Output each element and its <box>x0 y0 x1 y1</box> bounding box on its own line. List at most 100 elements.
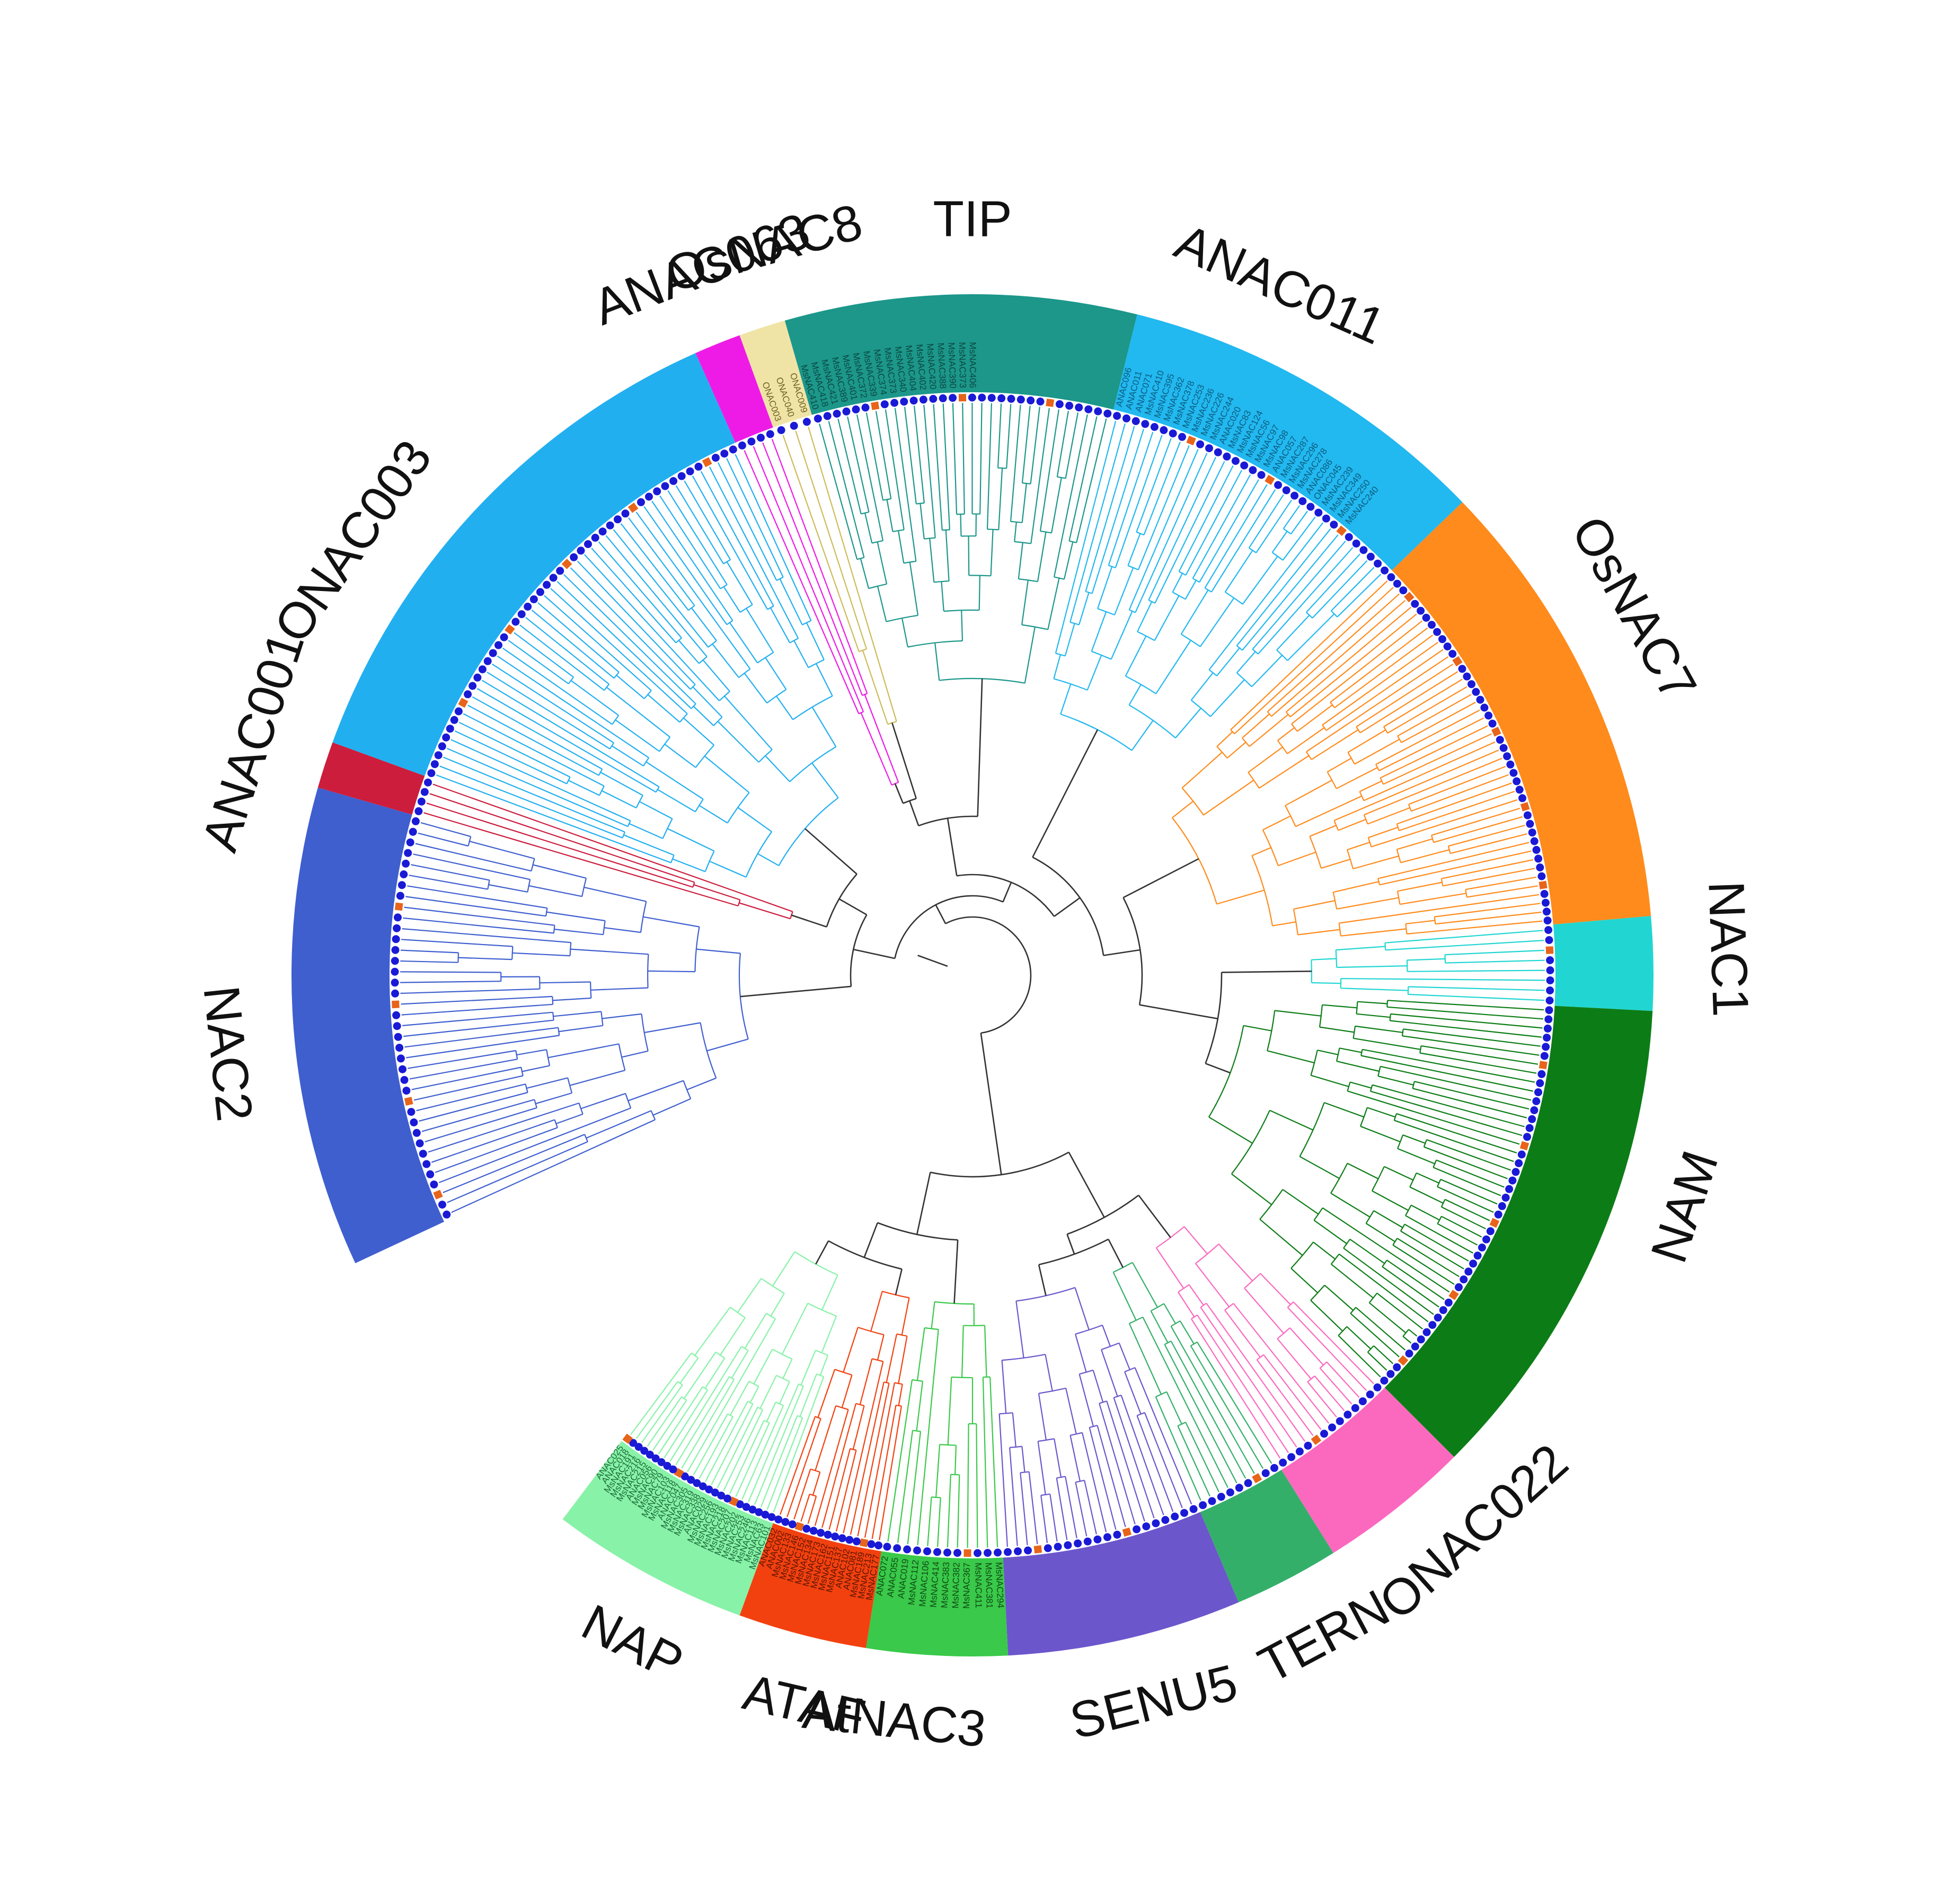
branch-radial <box>998 1414 1008 1547</box>
branch-radial <box>1056 1478 1068 1540</box>
branch-radial <box>643 916 700 928</box>
backbone-radial <box>916 1172 931 1235</box>
leaf-marker-dot <box>711 1488 719 1497</box>
leaf-marker-dot <box>396 1054 405 1063</box>
leaf-marker-dot <box>1199 1501 1207 1510</box>
clade-label-anac001: ANAC001 <box>191 625 315 858</box>
leaf-label: MsNAC294 <box>994 1562 1006 1608</box>
leaf-marker-dot <box>500 633 508 641</box>
leaf-marker-dot <box>1546 976 1554 984</box>
leaf-marker-dot <box>923 1547 931 1556</box>
branch-radial <box>984 1325 987 1377</box>
branch-radial <box>1372 1190 1409 1211</box>
branch-radial <box>400 981 501 983</box>
branch-radial <box>1256 1359 1314 1436</box>
branch-radial <box>1299 1156 1340 1179</box>
backbone-radial <box>977 678 983 817</box>
branch-radial <box>1360 1055 1533 1092</box>
branch-radial <box>1267 1050 1315 1064</box>
branch-arc <box>600 1011 604 1026</box>
branch-radial <box>540 981 591 984</box>
leaf-marker-dot <box>1004 1548 1012 1556</box>
leaf-marker-dot <box>1543 916 1552 925</box>
branch-radial <box>547 1043 619 1059</box>
branch-radial <box>1053 654 1061 679</box>
branch-radial <box>683 717 714 746</box>
branch-radial <box>647 694 680 723</box>
leaf-marker-dot <box>393 924 401 932</box>
branch-radial <box>1330 1193 1371 1218</box>
branch-radial <box>1403 1028 1541 1047</box>
leaf-marker-dot <box>400 870 408 878</box>
leaf-marker-dot <box>489 649 497 657</box>
branch-radial <box>744 1313 767 1349</box>
branch-radial <box>409 875 488 890</box>
branch-arc <box>640 901 647 933</box>
branch-radial <box>556 581 692 709</box>
leaf-marker-dot <box>1055 400 1064 408</box>
branch-arc <box>1396 891 1401 905</box>
branch-arc <box>659 737 671 752</box>
branch-radial <box>1431 807 1520 836</box>
leaf-marker-dot <box>1122 414 1130 422</box>
branch-radial <box>488 884 528 893</box>
branch-radial <box>667 828 714 852</box>
leaf-marker-dot <box>777 426 785 434</box>
leaf-marker-dot <box>680 1472 689 1480</box>
leaf-marker-dot <box>1054 1542 1062 1551</box>
leaf-marker-dot <box>705 1485 713 1494</box>
branch-radial <box>735 1422 770 1497</box>
backbone-radial <box>1138 1195 1171 1238</box>
branch-arc <box>727 1413 733 1417</box>
branch-radial <box>897 1430 914 1543</box>
branch-radial <box>1369 1302 1407 1334</box>
branch-radial <box>954 1445 957 1475</box>
leaf-marker-square <box>627 503 639 513</box>
clade-label-senu5: SENU5 <box>1065 1654 1243 1750</box>
branch-radial <box>1014 522 1017 542</box>
branch-radial <box>1378 1076 1414 1086</box>
branch-radial <box>546 911 605 922</box>
branch-radial <box>887 1379 913 1542</box>
branch-arc <box>1060 713 1133 751</box>
branch-radial <box>811 762 839 798</box>
branch-radial <box>629 823 664 839</box>
branch-arc <box>798 1383 804 1387</box>
branch-arc <box>987 528 999 531</box>
leaf-marker-square <box>1448 1290 1459 1300</box>
leaf-marker-dot <box>883 1542 891 1551</box>
branch-arc <box>857 1327 884 1336</box>
branch-arc <box>1359 1107 1368 1127</box>
branch-arc <box>887 720 897 725</box>
branch-radial <box>1354 738 1400 765</box>
leaf-marker-dot <box>1499 744 1508 752</box>
leaf-marker-dot <box>1016 395 1025 404</box>
branch-radial <box>416 1083 526 1112</box>
branch-arc <box>1465 889 1467 897</box>
branch-radial <box>793 640 809 668</box>
branch-radial <box>454 730 567 784</box>
leaf-marker-dot <box>422 1160 431 1168</box>
branch-radial <box>1416 1172 1439 1184</box>
leaf-marker-dot <box>1486 1227 1495 1236</box>
branch-arc <box>1124 1367 1135 1372</box>
leaf-marker-dot <box>788 1520 797 1529</box>
leaf-marker-dot <box>417 797 426 806</box>
branch-radial <box>1436 1159 1505 1188</box>
leaf-marker-dot <box>1444 1298 1453 1307</box>
branch-radial <box>1030 408 1050 544</box>
leaf-label: MsNAC388 <box>935 342 948 389</box>
branch-radial <box>1380 725 1488 779</box>
leaf-marker-dot <box>903 1545 912 1554</box>
branch-radial <box>1144 1412 1183 1509</box>
leaf-marker-dot <box>1358 1397 1367 1406</box>
leaf-marker-dot <box>1528 1115 1536 1123</box>
leaf-marker-square <box>859 1538 869 1547</box>
branch-radial <box>1319 1368 1352 1405</box>
leaf-marker-dot <box>402 859 410 868</box>
branch-radial <box>1076 418 1107 543</box>
branch-radial <box>604 927 641 933</box>
branch-radial <box>1355 1307 1406 1351</box>
branch-radial <box>817 1369 836 1418</box>
branch-radial <box>1180 589 1209 634</box>
